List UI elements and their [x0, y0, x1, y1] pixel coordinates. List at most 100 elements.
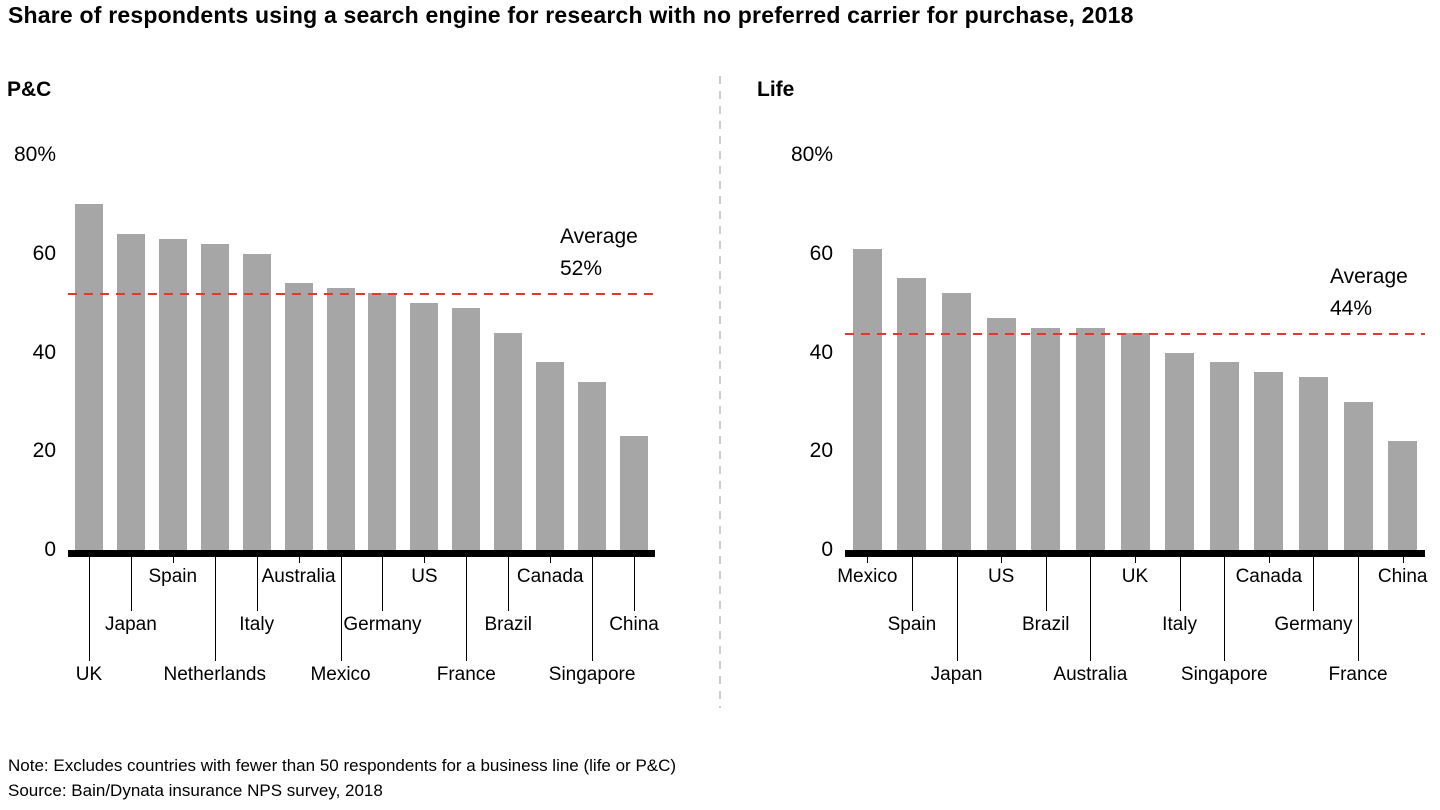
x-tick-line	[1179, 557, 1181, 611]
note-text: Note: Excludes countries with fewer than…	[8, 756, 677, 775]
bar-france	[452, 308, 481, 550]
x-tick-line	[508, 557, 510, 611]
bar-spain	[158, 238, 187, 550]
x-tick-line	[1045, 557, 1047, 611]
x-axis-label-italy: Italy	[239, 614, 275, 635]
x-axis-label-singapore: Singapore	[1180, 664, 1268, 685]
x-axis-label-germany: Germany	[343, 614, 422, 635]
x-tick-line	[466, 557, 468, 661]
chart-pandc-plot-area: UK Japan Spain Netherlands Italy Australia Mex…	[68, 70, 659, 710]
average-label: Average 52%	[560, 225, 638, 281]
x-tick-line	[634, 557, 636, 611]
bar-japan	[116, 234, 145, 550]
x-tick-line	[1268, 557, 1270, 563]
x-axis-label-italy: Italy	[1162, 614, 1198, 635]
x-axis-label-us: US	[411, 566, 438, 587]
x-axis-label-france: France	[1328, 664, 1388, 685]
x-axis-label-australia: Australia	[1053, 664, 1128, 685]
bar-brazil	[494, 332, 523, 550]
x-axis-label-japan: Japan	[930, 664, 983, 685]
x-tick-line	[88, 557, 90, 661]
x-axis-label-germany: Germany	[1274, 614, 1353, 635]
x-axis-label-japan: Japan	[105, 614, 157, 635]
average-line	[845, 332, 1425, 335]
x-axis-line	[845, 550, 1425, 557]
bar-germany	[1298, 377, 1328, 550]
x-tick-line	[340, 557, 342, 661]
chart-life-plot-area: Mexico Spain Japan US Brazil Australia UK Italy…	[837, 70, 1428, 710]
bar-italy	[1165, 352, 1195, 550]
x-axis-label-australia: Australia	[261, 566, 336, 587]
y-tick-label: 0	[821, 538, 833, 561]
x-tick-line	[172, 557, 174, 563]
bar-mexico	[326, 288, 355, 550]
x-tick-line	[1358, 557, 1360, 661]
x-tick-line	[1224, 557, 1226, 661]
bar-france	[1343, 401, 1373, 550]
bar-brazil	[1031, 327, 1061, 550]
y-tick-label: 60	[32, 241, 56, 265]
x-tick-line	[424, 557, 426, 563]
x-tick-line	[1135, 557, 1136, 563]
x-tick-line	[1402, 557, 1404, 563]
x-tick-line	[592, 557, 594, 661]
chart-footer: Note: Excludes countries with fewer than…	[8, 753, 676, 803]
x-axis-label-brazil: Brazil	[484, 614, 532, 635]
bar-uk	[1120, 332, 1150, 550]
x-axis-label-netherlands: Netherlands	[163, 664, 266, 685]
x-axis-label-uk: UK	[1121, 566, 1149, 587]
bar-china	[620, 436, 649, 550]
x-tick-line	[298, 557, 300, 563]
x-tick-line	[214, 557, 216, 661]
y-tick-label: 80%	[790, 143, 833, 166]
x-tick-line	[911, 557, 913, 611]
bar-mexico	[852, 248, 882, 550]
x-tick-line	[1313, 557, 1315, 611]
x-tick-line	[1090, 557, 1092, 661]
bar-italy	[242, 253, 271, 550]
x-axis-label-canada: Canada	[516, 566, 584, 587]
x-axis-label-spain: Spain	[148, 566, 198, 587]
x-tick-line	[956, 557, 958, 661]
bar-australia	[284, 283, 313, 550]
x-axis-label-mexico: Mexico	[837, 566, 898, 587]
bar-japan	[942, 293, 972, 550]
bar-germany	[368, 293, 397, 550]
bar-australia	[1075, 327, 1105, 550]
chart-pandc-title: P&C	[7, 78, 52, 101]
bar-uk	[74, 204, 103, 550]
x-axis-label-france: France	[436, 664, 496, 685]
bar-canada	[1254, 372, 1284, 550]
y-tick-label: 40	[809, 340, 833, 364]
x-tick-line	[550, 557, 552, 563]
x-axis-label-singapore: Singapore	[548, 664, 636, 685]
y-tick-label: 80%	[13, 143, 56, 166]
chart-pandc: P&C UK Japan Spain Netherlands Italy Australi…	[0, 70, 710, 710]
bar-netherlands	[200, 243, 229, 550]
x-axis-label-spain: Spain	[887, 614, 937, 635]
bar-us	[410, 303, 439, 550]
x-axis-label-us: US	[987, 566, 1015, 587]
x-tick-line	[382, 557, 384, 611]
bar-singapore	[1209, 362, 1239, 550]
x-axis-label-china: China	[609, 614, 659, 635]
x-axis-label-brazil: Brazil	[1022, 614, 1070, 635]
chart-life-title: Life	[757, 78, 795, 101]
x-axis-label-china: China	[1377, 566, 1428, 587]
bar-us	[986, 317, 1016, 550]
x-tick-line	[256, 557, 258, 611]
x-axis-label-canada: Canada	[1235, 566, 1303, 587]
x-axis-line	[68, 550, 655, 557]
page-title: Share of respondents using a search engi…	[8, 2, 1134, 28]
bar-spain	[897, 278, 927, 550]
x-tick-line	[1001, 557, 1003, 563]
x-axis-label-uk: UK	[75, 664, 103, 685]
x-axis-label-mexico: Mexico	[310, 664, 371, 685]
y-tick-label: 20	[32, 439, 56, 463]
y-tick-label: 20	[809, 439, 833, 463]
average-label: Average 44%	[1330, 264, 1408, 320]
bar-canada	[536, 362, 565, 550]
bar-singapore	[578, 382, 607, 550]
chart-life: Life Mexico Spain Japan US Brazil Australia UK…	[750, 70, 1440, 710]
